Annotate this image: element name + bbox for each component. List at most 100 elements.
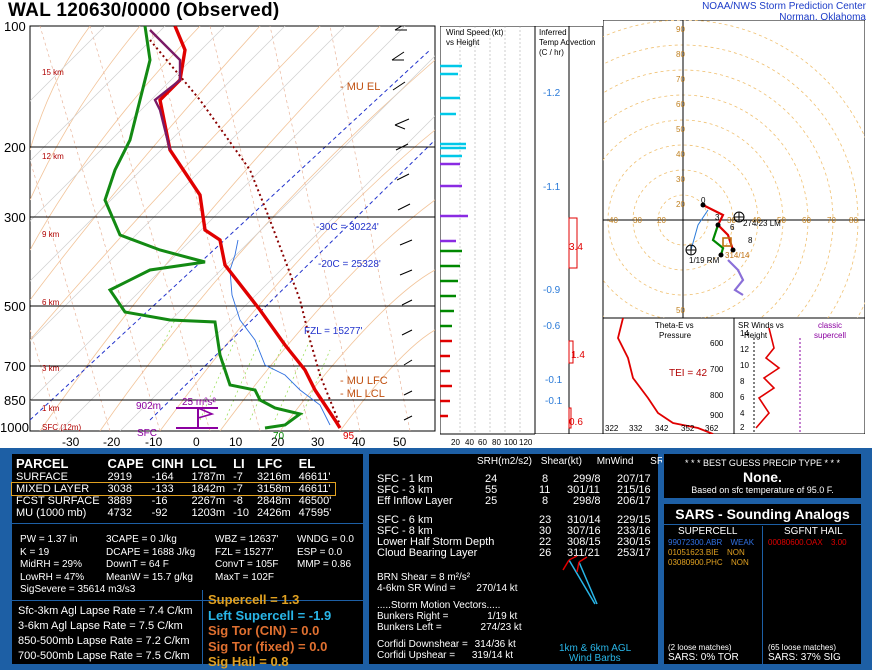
- parcel-cell: -7: [233, 483, 243, 495]
- parcel-cell: 2426m: [256, 507, 291, 519]
- srwind-title-2: Height: [744, 331, 768, 340]
- bottom-info-area: PARCEL CAPE CINH LCL LI LFC EL SURFACE 2…: [0, 448, 872, 670]
- sars-tor: SARS: 0% TOR: [668, 652, 739, 663]
- lapse-value: 7.4 C/km: [148, 605, 193, 617]
- hodo-ring-label: 30: [676, 175, 685, 184]
- wind-panel-title-2: vs Height: [446, 38, 480, 47]
- indices-col-3: WBZ = 12637' FZL = 15277' ConvT = 105F M…: [215, 534, 278, 584]
- kin-header: Shear(kt): [540, 456, 582, 467]
- thetae-ylabel: 700: [710, 365, 724, 374]
- thetae-xlabel: 342: [655, 424, 669, 433]
- index-value: MMP = 0.86: [297, 559, 352, 570]
- tadv-value: -0.1: [545, 375, 563, 386]
- kin-srw: 215/16: [617, 484, 651, 496]
- parcel-panel: PARCEL CAPE CINH LCL LI LFC EL SURFACE 2…: [10, 452, 365, 669]
- index-value: ESP = 0.0: [297, 546, 343, 558]
- temp-tick-label: 0: [193, 435, 200, 448]
- parcel-cell: 3889: [107, 495, 133, 507]
- hodo-ring-label: 50: [676, 306, 685, 315]
- sars-match-id: 01051623.BIE: [668, 548, 719, 557]
- indices-col-1: PW = 1.37 in K = 19 MidRH = 29% LowRH = …: [20, 534, 135, 597]
- sars-match-id: 99072300.ABR: [668, 538, 723, 547]
- pressure-label: 100: [4, 19, 26, 34]
- kin-extra: BRN Shear = 8 m²/s² 4-6km SR Wind = 270/…: [377, 572, 522, 661]
- supercell-match[interactable]: 99072300.ABR WEAK: [668, 538, 754, 548]
- hodo-ring-label: 90: [676, 25, 685, 34]
- srwind-legend-1: classic: [818, 321, 842, 330]
- parcel-cell: 4732: [107, 507, 133, 519]
- index-value: PW = 1.37 in: [20, 534, 78, 545]
- corfidi-down-value: 314/36 kt: [474, 639, 516, 650]
- sars-match-size: 3.00: [830, 538, 847, 547]
- kin-shear: 8: [542, 473, 549, 485]
- skewt-background-lines: [30, 26, 435, 431]
- lapse-value: 7.5 C/km: [145, 650, 190, 662]
- kin-header: SRH(m2/s2): [477, 456, 533, 467]
- kin-label: SFC - 8 km: [377, 525, 433, 537]
- wind-axis-tick: 80: [492, 438, 501, 447]
- kin-mnwind: 299/8: [573, 473, 601, 485]
- lapse-rates: Sfc-3km Agl Lapse Rate = 7.4 C/km 3-6km …: [18, 604, 193, 664]
- indices-col-4: WNDG = 0.0 ESP = 0.0 MMP = 0.86: [297, 534, 354, 572]
- org-label: NOAA/NWS Storm Prediction Center Norman,…: [702, 1, 866, 23]
- parcel-cell: -16: [151, 495, 168, 507]
- kin-srh: 55: [485, 484, 498, 496]
- temp-tick-label: 50: [393, 435, 407, 448]
- hodo-ring-label: 60: [676, 100, 685, 109]
- left-supercell-value: Left Supercell = -1.9: [208, 607, 332, 623]
- pressure-label: 200: [4, 140, 26, 155]
- index-value: MidRH = 29%: [20, 559, 82, 570]
- thetae-ylabel: 900: [710, 411, 724, 420]
- kin-mnwind: 298/8: [573, 495, 601, 507]
- barb-graphic: [562, 555, 598, 605]
- parcel-header: LFC: [256, 456, 283, 471]
- parcel-cell: 2267m: [191, 495, 226, 507]
- thetae-xlabel: 352: [681, 424, 695, 433]
- tadv-value: -0.6: [543, 321, 561, 332]
- tadv-value: 1.4: [571, 350, 585, 361]
- pressure-axis-labels: 100 200 300 500 700 850 1000: [0, 19, 29, 435]
- supercell-value: Supercell = 1.3: [208, 592, 300, 607]
- kin-shear: 22: [539, 536, 552, 548]
- sars-match-type: WEAK: [730, 538, 755, 547]
- sars-match-id: 00080600.OAX: [768, 538, 823, 547]
- wind-axis-tick: 40: [465, 438, 474, 447]
- parcel-row-selected[interactable]: MIXED LAYER 3038 -133 1842m -7 3158m 466…: [10, 482, 337, 496]
- hodo-xtick: 30: [727, 216, 736, 225]
- lapse-label: 850-500mb Lapse Rate =: [18, 635, 143, 647]
- kin-mnwind: 301/11: [567, 484, 600, 496]
- hail-match[interactable]: 00080600.OAX 3.00: [768, 538, 847, 548]
- temp-tick-label: 10: [229, 435, 243, 448]
- barb-caption: 1km & 6km AGL Wind Barbs: [559, 644, 631, 664]
- height-label: 15 km: [42, 68, 64, 77]
- index-value: MaxT = 102F: [215, 571, 275, 583]
- temp-tick-label: 40: [352, 435, 366, 448]
- sars-match-id: 03080900.PHC: [668, 558, 723, 567]
- hodo-xtick: 30: [633, 216, 642, 225]
- sars-title: SARS - Sounding Analogs: [675, 506, 850, 522]
- bunkers-left-label: Bunkers Left =: [377, 622, 442, 633]
- supercell-match[interactable]: 03080900.PHC NON: [668, 558, 754, 568]
- lapse-value: 7.2 C/km: [145, 635, 190, 647]
- thetae-xlabel: 322: [605, 424, 619, 433]
- kin-label: Cloud Bearing Layer: [377, 547, 478, 559]
- sars-sig: SARS: 37% SIG: [768, 652, 841, 663]
- parcel-header: LI: [233, 456, 245, 471]
- height-label: 1 km: [42, 404, 60, 413]
- hodo-point-label: 0: [701, 196, 706, 205]
- parcel-cell: 1203m: [191, 507, 226, 519]
- index-value: WBZ = 12637': [215, 534, 279, 545]
- kin-srw: 229/15: [617, 514, 651, 526]
- hodo-xtick: 60: [802, 216, 811, 225]
- temp-tick-label: -30: [62, 435, 80, 448]
- hodo-point-label: 6: [730, 223, 735, 232]
- wind-speed-panel: Wind Speed (kt) vs Height 20 40 60 80 10…: [440, 26, 535, 447]
- parcel-cell: 46500': [298, 495, 332, 507]
- kin-mnwind: 310/14: [567, 514, 601, 526]
- temp-tick-label: -10: [145, 435, 163, 448]
- wind-panel-title-1: Wind Speed (kt): [446, 28, 504, 37]
- srw46-label: 4-6km SR Wind =: [377, 583, 456, 594]
- supercell-match[interactable]: 01051623.BIE NON: [668, 548, 754, 558]
- kin-srw: 253/17: [617, 547, 651, 559]
- kin-label: Eff Inflow Layer: [377, 495, 453, 507]
